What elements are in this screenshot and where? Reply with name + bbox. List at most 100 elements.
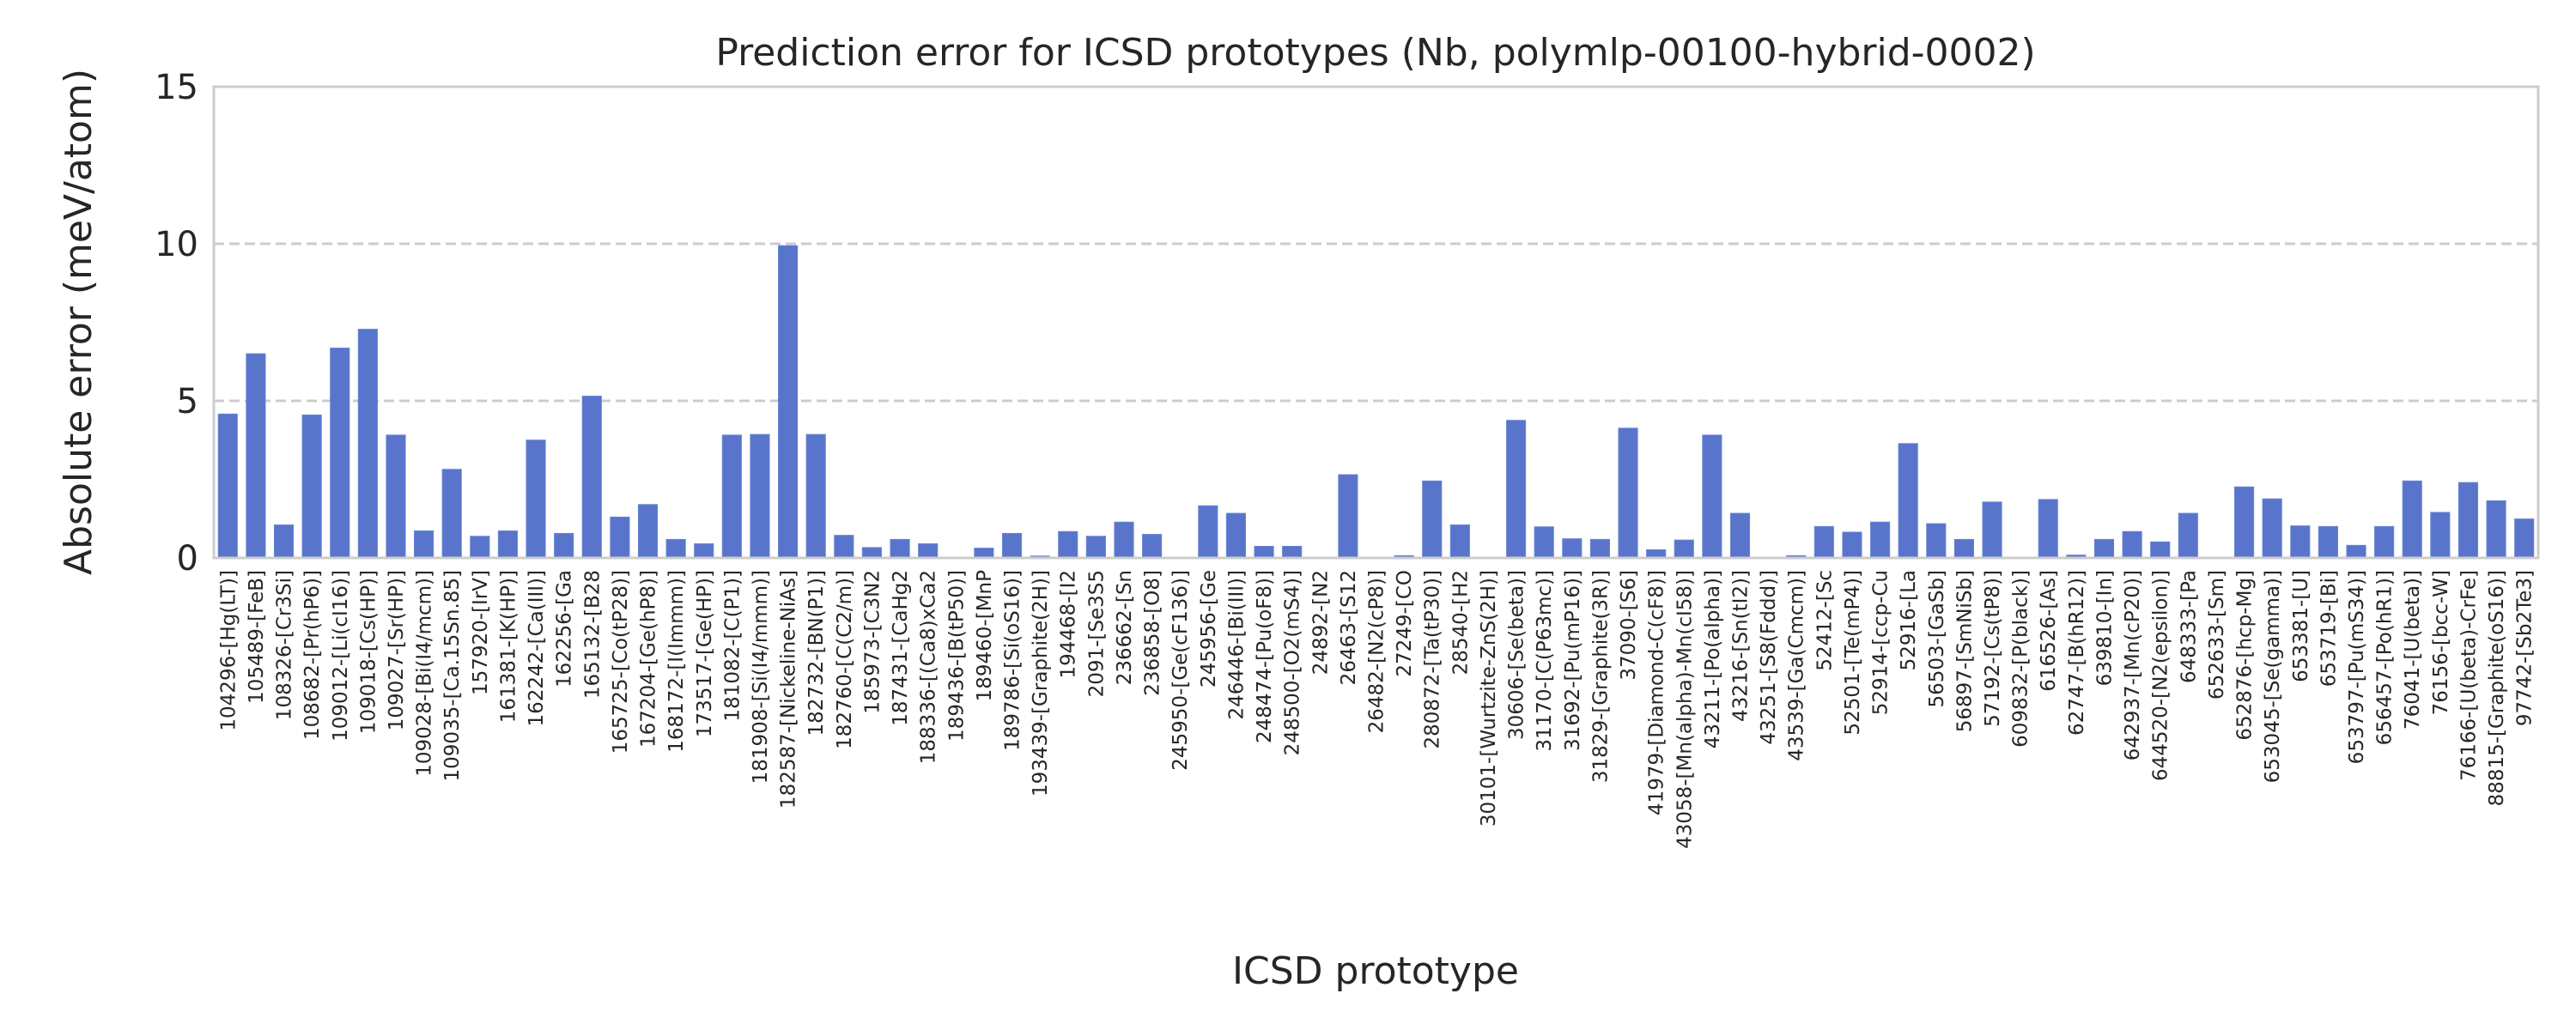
x-tick-label: 181082-[C(P1)] xyxy=(721,570,744,722)
bar xyxy=(2430,512,2451,559)
bar xyxy=(2038,499,2058,559)
bar xyxy=(554,532,574,559)
x-tick-label: 52412-[Sc xyxy=(1814,570,1836,671)
bar xyxy=(1953,538,1974,559)
bar xyxy=(1282,545,1303,559)
x-tick-label: 653797-[Pu(mS34)] xyxy=(2346,570,2368,764)
chart-title: Prediction error for ICSD prototypes (Nb… xyxy=(715,31,2035,75)
bar xyxy=(217,413,238,559)
bar xyxy=(1114,521,1134,559)
bar xyxy=(1898,443,1918,559)
x-tick-label: 653045-[Se(gamma)] xyxy=(2262,570,2284,783)
x-tick-label: 2091-[Se3S5 xyxy=(1085,570,1108,697)
x-tick-label: 26482-[N2(cP8)] xyxy=(1366,570,1388,733)
x-tick-label: 165132-[B28 xyxy=(581,570,604,699)
x-tick-label: 185973-[C3N2 xyxy=(861,570,884,714)
y-axis-label: Absolute error (meV/atom) xyxy=(57,69,100,575)
bar xyxy=(1842,531,1862,559)
bar xyxy=(2233,486,2255,559)
x-tick-label: 76166-[U(beta)-CrFe] xyxy=(2458,570,2480,781)
x-tick-label: 187431-[CaHg2 xyxy=(890,570,912,726)
bar xyxy=(526,439,546,559)
x-tick-label: 246446-[Bi(III)] xyxy=(1225,570,1248,720)
bar xyxy=(665,538,686,559)
x-tick-label: 62747-[B(hR12)] xyxy=(2066,570,2088,736)
x-tick-label: 194468-[I2 xyxy=(1058,570,1080,679)
x-tick-label: 97742-[Sb2Te3] xyxy=(2514,570,2537,726)
x-tick-label: 43251-[S8(Fddd)] xyxy=(1758,570,1780,745)
bar xyxy=(974,548,994,559)
bar xyxy=(1338,474,1358,559)
x-tick-label: 162256-[Ga xyxy=(554,570,576,688)
x-tick-label: 609832-[P(black)] xyxy=(2010,570,2032,748)
bar xyxy=(301,414,322,559)
x-tick-labels: 104296-[Hg(LT)] 105489-[FeB] 108326-[Cr3Si… xyxy=(217,570,2536,849)
bar xyxy=(2402,480,2422,559)
bar xyxy=(1618,427,1638,559)
bar xyxy=(2122,530,2142,559)
bar xyxy=(1225,512,1247,559)
bar xyxy=(2318,525,2338,559)
bar xyxy=(721,434,742,559)
bar xyxy=(861,547,883,559)
x-tick-label: 157920-[IrV] xyxy=(470,570,492,695)
x-tick-label: 30101-[Wurtzite-ZnS(2H)] xyxy=(1478,570,1500,827)
bar xyxy=(330,348,350,559)
x-tick-label: 644520-[N2(epsilon)] xyxy=(2150,570,2172,781)
x-tick-label: 31829-[Graphite(3R)] xyxy=(1589,570,1612,783)
x-tick-label: 236662-[Sn xyxy=(1114,570,1136,685)
bar xyxy=(1982,501,2002,559)
plot-frame xyxy=(212,85,2540,560)
x-tick-label: 189786-[Si(oS16)] xyxy=(1002,570,1024,751)
x-tick-label: 248474-[Pu(oF8)] xyxy=(1254,570,1276,743)
x-tick-label: 245956-[Ge xyxy=(1198,570,1220,688)
x-axis-label: ICSD prototype xyxy=(1232,949,1519,993)
x-tick-label: 37090-[S6] xyxy=(1618,570,1640,681)
bar xyxy=(357,329,378,559)
x-tick-label: 189460-[MnP xyxy=(974,570,996,701)
bar xyxy=(2514,518,2535,559)
bar xyxy=(778,245,799,559)
x-tick-label: 41979-[Diamond-C(cF8)] xyxy=(1646,570,1668,815)
x-tick-label: 76156-[bcc-W] xyxy=(2430,570,2452,715)
bar xyxy=(2178,512,2198,559)
x-tick-label: 193439-[Graphite(2H)] xyxy=(1030,570,1052,797)
x-tick-label: 181908-[Si(I4/mmm)] xyxy=(750,570,772,784)
x-tick-label: 182587-[Nickeline-NiAs] xyxy=(778,570,800,809)
x-tick-label: 280872-[Ta(tP30)] xyxy=(1422,570,1444,748)
x-tick-label: 652876-[hcp-Mg] xyxy=(2234,570,2257,741)
bar xyxy=(1534,526,1554,559)
bars xyxy=(217,245,2535,559)
bar xyxy=(1505,420,1527,559)
x-tick-label: 31170-[C(P63mc)] xyxy=(1534,570,1556,752)
bar xyxy=(2093,538,2115,559)
bar xyxy=(1422,480,1443,559)
x-tick-label: 108682-[Pr(hP6)] xyxy=(301,570,324,740)
y-tick-label: 0 xyxy=(177,539,198,579)
bar xyxy=(1058,530,1078,559)
bar xyxy=(1814,525,1834,559)
x-tick-label: 109018-[Cs(HP)] xyxy=(357,570,380,734)
bar xyxy=(1702,434,1722,559)
x-tick-label: 653381-[U] xyxy=(2290,570,2312,682)
x-tick-label: 642937-[Mn(cP20)] xyxy=(2122,570,2144,760)
bar xyxy=(2486,500,2506,559)
x-tick-label: 56897-[SmNiSb] xyxy=(1953,570,1976,732)
x-tick-label: 52916-[La xyxy=(1898,570,1920,670)
x-tick-label: 108326-[Cr3Si] xyxy=(274,570,296,720)
x-tick-label: 616526-[As] xyxy=(2038,570,2060,692)
x-tick-label: 173517-[Ge(HP)] xyxy=(694,570,716,737)
x-tick-label: 104296-[Hg(LT)] xyxy=(217,570,240,731)
x-tick-label: 165725-[Co(tP28)] xyxy=(610,570,632,754)
bar xyxy=(581,396,602,559)
bar xyxy=(1254,545,1274,559)
x-tick-label: 162242-[Ca(III)] xyxy=(526,570,548,727)
bar xyxy=(1001,532,1023,559)
y-tick-label: 15 xyxy=(155,68,198,107)
bar xyxy=(890,538,910,559)
x-tick-label: 189436-[B(tP50)] xyxy=(945,570,968,742)
bar xyxy=(1589,538,1611,559)
x-tick-label: 109028-[Bi(I4/mcm)] xyxy=(414,570,436,777)
